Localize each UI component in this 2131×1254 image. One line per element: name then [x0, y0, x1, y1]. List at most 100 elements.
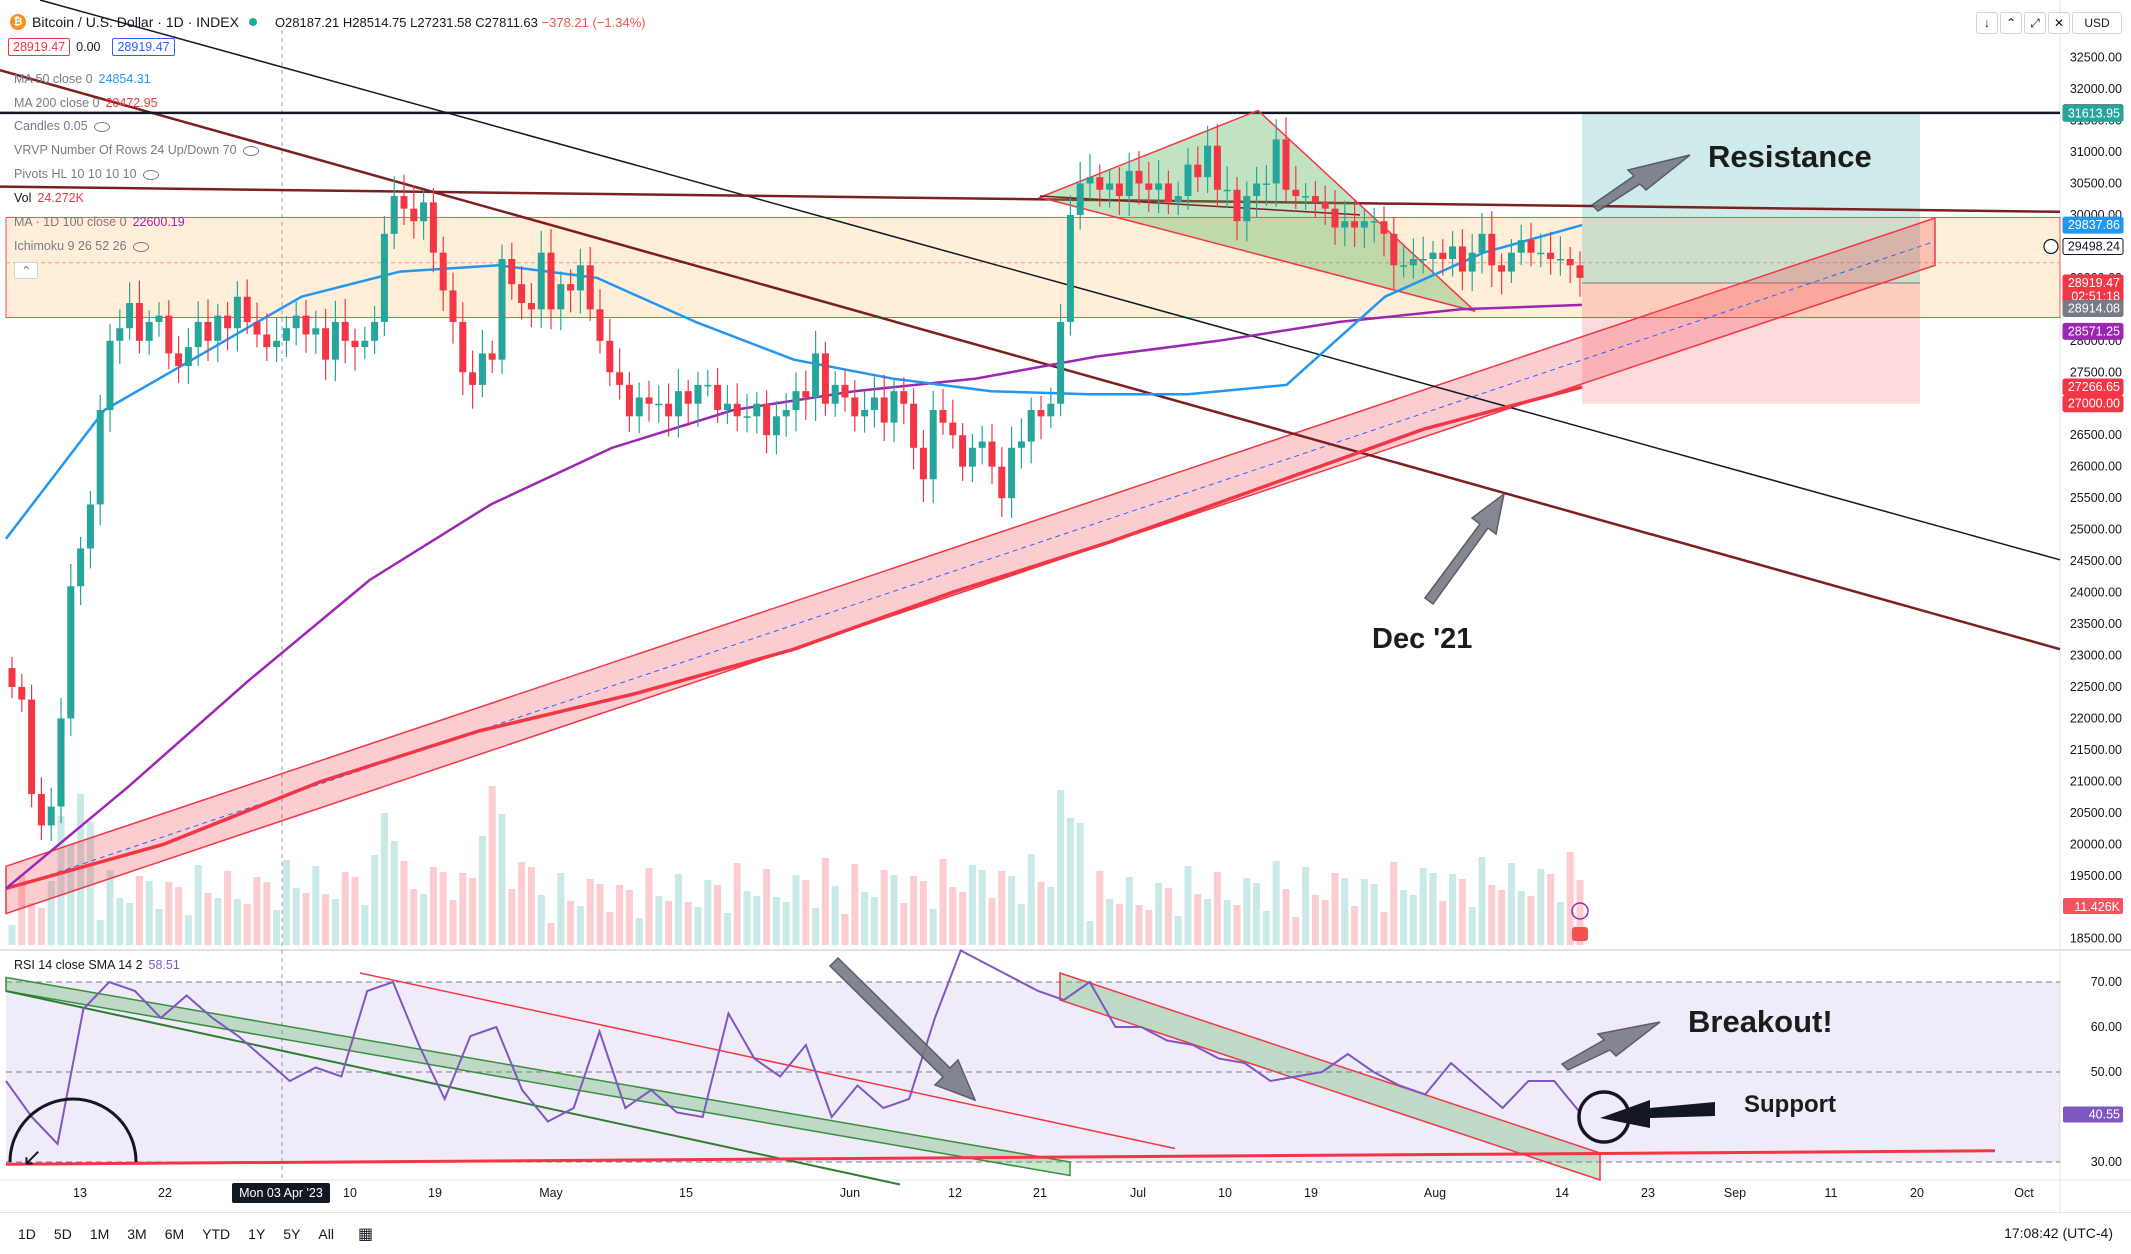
candle — [1390, 233, 1398, 266]
volume-bar — [949, 887, 957, 945]
timeframe-5d[interactable]: 5D — [53, 1225, 72, 1242]
timeframe-5y[interactable]: 5Y — [283, 1225, 301, 1242]
candle — [753, 403, 761, 417]
volume-bar — [1478, 857, 1486, 945]
collapse-legend-button[interactable]: ⌃ — [14, 262, 39, 279]
rsi-tick-label: 50.00 — [2091, 1065, 2122, 1079]
timeframe-6m[interactable]: 6M — [164, 1225, 185, 1242]
rsi-legend[interactable]: RSI 14 close SMA 14 2 58.51 — [14, 958, 180, 972]
symbol-title[interactable]: Bitcoin / U.S. Dollar · 1D · INDEX — [32, 14, 239, 30]
volume-bar — [1008, 876, 1016, 945]
sell-price[interactable]: 28919.47 — [8, 38, 71, 56]
timeframe-ytd[interactable]: YTD — [202, 1225, 231, 1242]
candle — [861, 410, 869, 417]
volume-bar — [77, 794, 85, 945]
volume-bar — [18, 875, 26, 945]
candle — [469, 372, 477, 385]
candle — [1429, 252, 1437, 259]
time-tick-label: 12 — [948, 1186, 962, 1200]
indicator-candles[interactable]: Candles 0.05 — [14, 119, 110, 133]
timeframe-1y[interactable]: 1Y — [248, 1225, 266, 1242]
volume-bar — [518, 862, 526, 945]
candle — [1380, 221, 1388, 234]
timeframe-all[interactable]: All — [318, 1225, 334, 1242]
calendar-icon[interactable]: ▦ — [357, 1225, 374, 1243]
eye-icon[interactable] — [93, 121, 110, 132]
timeframe-3m[interactable]: 3M — [127, 1225, 147, 1242]
candle — [86, 504, 94, 549]
volume-bar — [851, 864, 859, 945]
indicator-ma100[interactable]: MA · 1D 100 close 0 22600.19 — [14, 215, 185, 229]
close-icon[interactable]: ✕ — [2048, 12, 2070, 34]
rsi-support-line — [5, 1149, 1996, 1166]
volume-bar — [1311, 895, 1319, 945]
volume-bar — [1253, 883, 1261, 945]
candle — [135, 303, 143, 341]
volume-bar — [1125, 877, 1133, 945]
currency-select[interactable]: USD — [2072, 12, 2122, 34]
candle — [1262, 183, 1270, 185]
candle — [890, 391, 898, 423]
candle — [557, 284, 565, 310]
indicator-ma200[interactable]: MA 200 close 0 20472.95 — [14, 96, 158, 110]
volume-bar — [1341, 878, 1349, 945]
candle — [508, 258, 516, 285]
indicator-pivots[interactable]: Pivots HL 10 10 10 10 — [14, 167, 159, 181]
candle — [67, 586, 75, 719]
price-tick-label: 21000.00 — [2070, 774, 2122, 788]
arrow-down-icon[interactable]: ↓ — [1976, 12, 1998, 34]
volume-bar — [302, 893, 310, 945]
ma200-line — [5, 385, 1583, 891]
indicator-ichimoku[interactable]: Ichimoku 9 26 52 26 — [14, 239, 149, 253]
volume-tag-label: 11.426K — [2074, 900, 2120, 914]
rsi-tag — [2063, 1106, 2123, 1123]
buy-price[interactable]: 28919.47 — [112, 38, 175, 56]
candle — [1478, 233, 1486, 253]
candle — [351, 340, 359, 348]
triangle-pattern — [1037, 109, 1476, 312]
candle — [57, 718, 65, 807]
eye-icon[interactable] — [142, 169, 159, 180]
volume-bar — [723, 913, 731, 945]
candle — [1115, 183, 1123, 197]
fullscreen-icon[interactable]: ⤢ — [2024, 12, 2046, 34]
volume-bar — [576, 906, 584, 945]
volume-bar — [1331, 873, 1339, 945]
indicator-vol[interactable]: Vol 24.272K — [14, 191, 84, 205]
eye-icon[interactable] — [132, 241, 149, 252]
volume-bar — [410, 889, 418, 945]
time-tick-label: 21 — [1033, 1186, 1047, 1200]
candle — [782, 410, 790, 417]
volume-bar — [586, 879, 594, 945]
dividend-icon — [1572, 927, 1588, 941]
ma200-value: 20472.95 — [105, 96, 158, 110]
price-tag — [2062, 395, 2124, 413]
rsi-green-channel-a — [5, 976, 1071, 1177]
indicator-ma50[interactable]: MA 50 close 0 24854.31 — [14, 72, 151, 86]
channel-midline — [5, 240, 1936, 891]
ma200-label: MA 200 close 0 — [14, 96, 100, 110]
candle — [576, 265, 584, 291]
volume-bar — [508, 889, 516, 945]
timeframe-1d[interactable]: 1D — [18, 1225, 36, 1242]
volume-bar — [390, 841, 398, 945]
collapse-icon[interactable]: ⌃ — [2000, 12, 2022, 34]
ma100-label: MA · 1D 100 close 0 — [14, 215, 127, 229]
candle — [1360, 221, 1368, 228]
volume-bar — [1037, 882, 1045, 945]
volume-bar — [86, 822, 94, 945]
candle — [439, 252, 447, 291]
candle — [204, 321, 212, 341]
timeframe-1m[interactable]: 1M — [89, 1225, 110, 1242]
price-tag-label: 29837.86 — [2068, 218, 2120, 232]
volume-bar — [1537, 869, 1545, 945]
candle — [420, 202, 428, 222]
volume-bar — [1194, 894, 1202, 945]
eye-icon[interactable] — [242, 145, 259, 156]
volume-bar — [1400, 890, 1408, 945]
candle — [635, 397, 643, 417]
indicator-vrvp[interactable]: VRVP Number Of Rows 24 Up/Down 70 — [14, 143, 259, 157]
volume-bar — [1351, 906, 1359, 945]
volume-bar — [959, 892, 967, 945]
